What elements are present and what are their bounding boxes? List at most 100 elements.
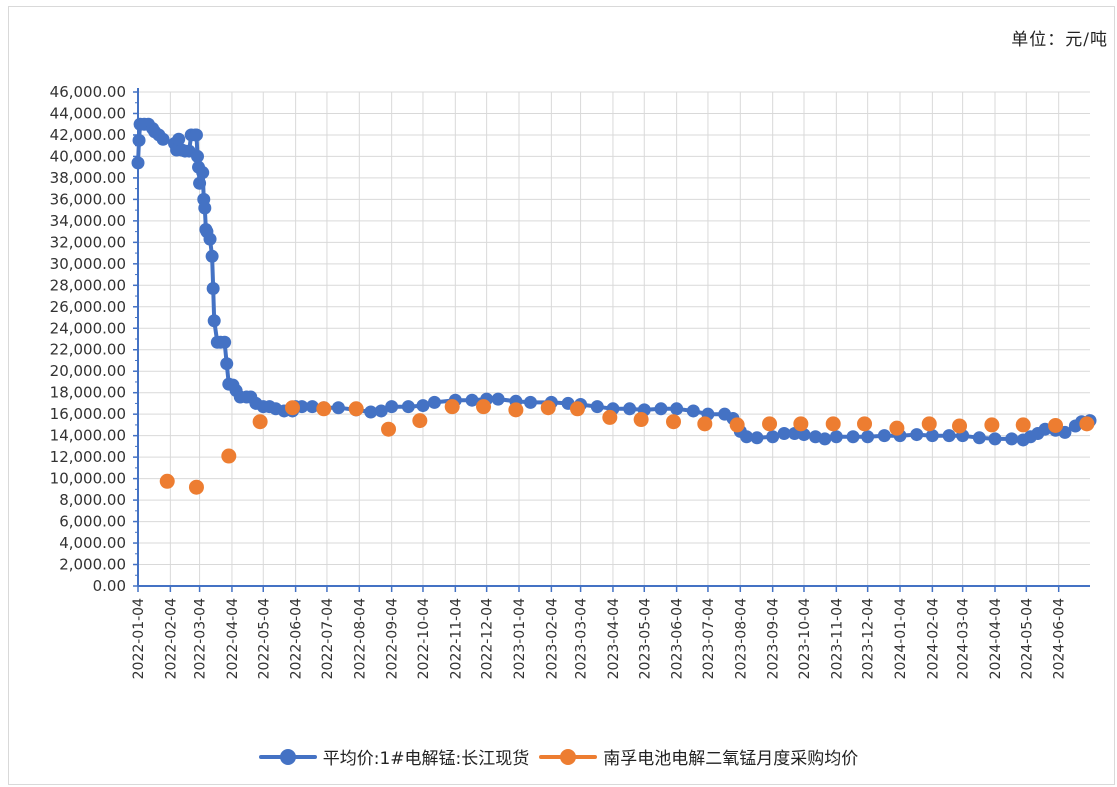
- series2-point: [793, 416, 809, 432]
- series1-point: [416, 399, 430, 413]
- series1-point: [1005, 432, 1019, 446]
- x-tick-label: 2022-02-04: [163, 598, 179, 679]
- x-tick-label: 2023-11-04: [829, 598, 845, 679]
- y-tick-label: 18,000.00: [50, 384, 126, 402]
- y-tick-label: 12,000.00: [50, 448, 126, 466]
- legend-line-marker-icon: [539, 747, 598, 767]
- series1-point: [385, 400, 399, 414]
- series1-point: [670, 402, 684, 416]
- series2-point: [921, 416, 937, 432]
- y-tick-label: 0.00: [93, 577, 126, 595]
- series2-point: [889, 420, 905, 436]
- series1-point: [132, 133, 146, 147]
- y-tick-label: 8,000.00: [59, 491, 126, 509]
- series-scatter-nanfu: [159, 399, 1095, 495]
- series2-point: [508, 402, 524, 418]
- series1-point: [988, 432, 1002, 446]
- series2-point: [159, 473, 175, 489]
- legend-dot: [560, 748, 577, 765]
- x-tick-label: 2022-04-04: [225, 598, 241, 679]
- x-tick-label: 2022-11-04: [448, 598, 464, 679]
- series2-point: [444, 399, 460, 415]
- series1-point: [523, 395, 537, 409]
- series1-point: [942, 429, 956, 443]
- series2-point: [316, 401, 332, 417]
- legend-item-series2[interactable]: 南孚电池电解二氧锰月度采购均价: [539, 744, 858, 769]
- x-tick-label: 2022-06-04: [289, 598, 305, 679]
- series2-point: [952, 418, 968, 434]
- unit-label: 单位：元/吨: [1011, 30, 1108, 50]
- y-tick-label: 10,000.00: [50, 470, 126, 488]
- series2-point: [666, 414, 681, 430]
- series1-point: [590, 400, 604, 414]
- series1-point: [205, 249, 219, 263]
- x-tick-label: 2023-10-04: [797, 598, 813, 679]
- series1-point: [196, 166, 210, 180]
- y-tick-label: 44,000.00: [50, 104, 126, 122]
- series1-point: [220, 357, 234, 371]
- y-tick-label: 6,000.00: [59, 513, 126, 531]
- x-tick-label: 2023-04-04: [606, 598, 622, 679]
- x-tick-label: 2022-09-04: [385, 598, 401, 679]
- series1-point: [777, 427, 791, 441]
- series1-point: [206, 282, 220, 296]
- series1-point: [156, 132, 170, 146]
- series1-point: [740, 430, 754, 444]
- x-tick-label: 2022-10-04: [416, 598, 432, 679]
- series2-point: [252, 414, 268, 430]
- y-tick-label: 34,000.00: [50, 212, 126, 230]
- series1-point: [750, 431, 764, 445]
- y-tick-label: 20,000.00: [50, 362, 126, 380]
- legend-line-marker-icon: [258, 747, 317, 767]
- series2-point: [697, 416, 713, 432]
- series2-point: [284, 400, 300, 416]
- y-tick-label: 4,000.00: [59, 534, 126, 552]
- series2-point: [984, 417, 1000, 433]
- x-tick-label: 2024-03-04: [956, 598, 972, 679]
- series2-point: [633, 412, 649, 428]
- y-tick-label: 32,000.00: [50, 233, 126, 251]
- y-tick-label: 16,000.00: [50, 405, 126, 423]
- legend: 平均价:1#电解锰:长江现货 南孚电池电解二氧锰月度采购均价: [0, 744, 1117, 769]
- series2-point: [412, 413, 428, 429]
- series1-point: [131, 156, 145, 170]
- legend-label-series2: 南孚电池电解二氧锰月度采购均价: [603, 749, 859, 769]
- x-tick-label: 2024-01-04: [893, 598, 909, 679]
- y-tick-label: 22,000.00: [50, 341, 126, 359]
- series1-point: [491, 392, 505, 406]
- grid-lines: [138, 91, 1090, 586]
- series1-point: [189, 128, 203, 142]
- series2-point: [540, 400, 556, 416]
- series1-point: [198, 201, 212, 215]
- series2-point: [1015, 417, 1031, 433]
- series2-point: [476, 399, 492, 415]
- y-tick-label: 38,000.00: [50, 169, 126, 187]
- series1-point: [925, 429, 939, 443]
- series1-point: [910, 428, 924, 442]
- series2-point: [188, 479, 204, 495]
- series2-point: [729, 417, 745, 433]
- series1-point: [623, 402, 637, 416]
- series2-point: [348, 401, 364, 417]
- x-tick-label: 2023-01-04: [512, 598, 528, 679]
- axes: [133, 88, 1090, 592]
- x-tick-label: 2022-07-04: [320, 598, 336, 679]
- y-tick-label: 36,000.00: [50, 190, 126, 208]
- legend-item-series1[interactable]: 平均价:1#电解锰:长江现货: [258, 744, 529, 769]
- y-tick-label: 40,000.00: [50, 147, 126, 165]
- x-tick-label: 2024-04-04: [988, 598, 1004, 679]
- series1-point: [972, 431, 986, 445]
- series1-point: [427, 395, 441, 409]
- series1-point: [374, 404, 388, 418]
- series1-point: [654, 402, 668, 416]
- x-tick-label: 2023-02-04: [544, 598, 560, 679]
- x-tick-label: 2023-12-04: [861, 598, 877, 679]
- y-tick-label: 42,000.00: [50, 126, 126, 144]
- series1-point: [686, 404, 700, 418]
- series1-point: [203, 232, 217, 246]
- y-tick-label: 30,000.00: [50, 255, 126, 273]
- series1-point: [193, 176, 207, 190]
- series2-point: [221, 448, 237, 464]
- y-tick-label: 2,000.00: [59, 556, 126, 574]
